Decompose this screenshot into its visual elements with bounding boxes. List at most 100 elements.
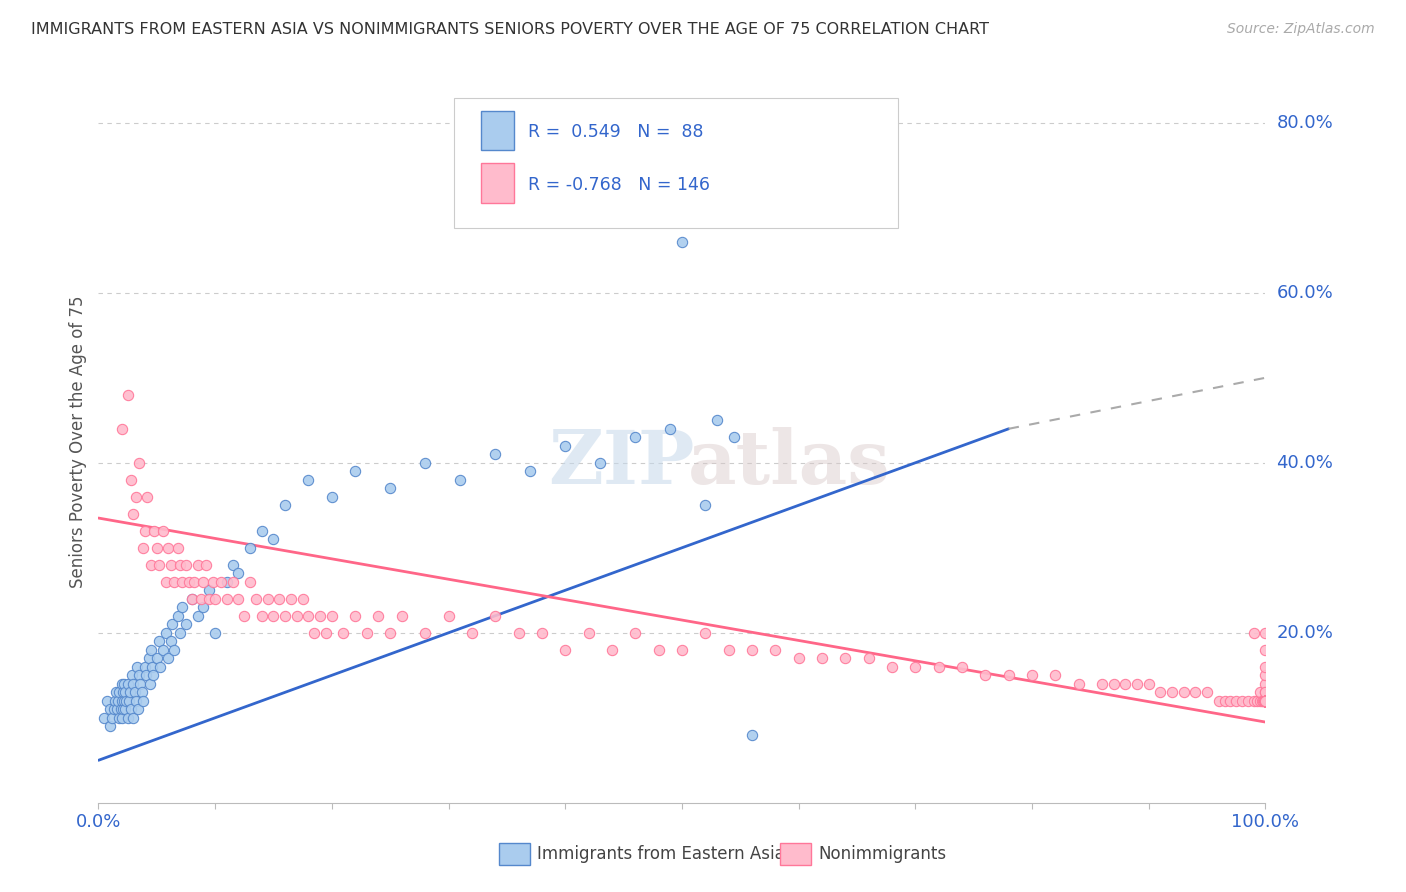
Text: 40.0%: 40.0%	[1277, 454, 1333, 472]
Point	[134, 660, 156, 674]
Point	[1184, 685, 1206, 699]
Point	[519, 464, 541, 478]
Point	[723, 430, 745, 444]
Point	[1254, 685, 1277, 699]
Point	[262, 608, 284, 623]
Point	[413, 456, 436, 470]
Point	[624, 625, 647, 640]
Point	[1254, 694, 1277, 708]
Point	[624, 430, 647, 444]
Point	[269, 591, 291, 606]
Point	[148, 634, 170, 648]
Point	[245, 591, 267, 606]
Point	[215, 574, 238, 589]
Point	[1208, 694, 1230, 708]
Point	[120, 702, 142, 716]
Point	[1149, 685, 1171, 699]
Point	[108, 711, 131, 725]
Point	[112, 677, 135, 691]
Point	[139, 642, 162, 657]
Point	[1021, 668, 1043, 682]
Point	[110, 702, 132, 716]
Point	[391, 608, 413, 623]
Point	[117, 711, 139, 725]
Point	[228, 591, 250, 606]
Point	[763, 642, 786, 657]
Point	[1254, 694, 1277, 708]
Text: IMMIGRANTS FROM EASTERN ASIA VS NONIMMIGRANTS SENIORS POVERTY OVER THE AGE OF 75: IMMIGRANTS FROM EASTERN ASIA VS NONIMMIG…	[31, 22, 988, 37]
Point	[139, 558, 162, 572]
Point	[950, 660, 973, 674]
Point	[107, 694, 129, 708]
Point	[1254, 694, 1277, 708]
Point	[152, 642, 174, 657]
Point	[157, 651, 180, 665]
Point	[554, 439, 576, 453]
Point	[201, 574, 224, 589]
Point	[179, 574, 201, 589]
Point	[811, 651, 834, 665]
Text: Nonimmigrants: Nonimmigrants	[818, 845, 946, 863]
Point	[117, 677, 139, 691]
Point	[112, 694, 135, 708]
Point	[706, 413, 728, 427]
Point	[356, 625, 378, 640]
Point	[155, 625, 177, 640]
Point	[1254, 642, 1277, 657]
Point	[114, 685, 136, 699]
Point	[104, 694, 127, 708]
Point	[111, 711, 134, 725]
Point	[159, 558, 181, 572]
Point	[1253, 694, 1275, 708]
Point	[228, 566, 250, 581]
Point	[1254, 694, 1277, 708]
Point	[1237, 694, 1260, 708]
Point	[1254, 694, 1277, 708]
Point	[1254, 694, 1277, 708]
Point	[1254, 625, 1277, 640]
Point	[1249, 694, 1271, 708]
Point	[1243, 694, 1265, 708]
Point	[671, 235, 693, 249]
Point	[103, 702, 125, 716]
Point	[508, 625, 530, 640]
Point	[131, 685, 153, 699]
Point	[695, 625, 717, 640]
Point	[166, 541, 188, 555]
Point	[132, 541, 155, 555]
Point	[880, 660, 903, 674]
Point	[695, 498, 717, 512]
Point	[1251, 694, 1274, 708]
Point	[124, 685, 146, 699]
Text: atlas: atlas	[688, 426, 890, 500]
Point	[1254, 694, 1277, 708]
Point	[183, 574, 205, 589]
FancyBboxPatch shape	[481, 111, 513, 151]
Point	[138, 651, 160, 665]
Point	[1045, 668, 1067, 682]
Point	[554, 642, 576, 657]
Point	[125, 694, 148, 708]
Point	[187, 558, 209, 572]
Point	[380, 481, 402, 495]
Point	[122, 677, 145, 691]
Point	[1161, 685, 1184, 699]
Point	[1243, 625, 1265, 640]
Point	[239, 541, 262, 555]
Point	[280, 591, 302, 606]
Point	[1213, 694, 1236, 708]
Point	[484, 447, 506, 461]
Point	[1249, 685, 1271, 699]
Point	[125, 660, 148, 674]
Point	[169, 625, 191, 640]
Point	[122, 507, 145, 521]
Point	[530, 625, 553, 640]
Point	[1254, 694, 1277, 708]
Point	[309, 608, 332, 623]
Point	[163, 574, 186, 589]
Point	[111, 422, 134, 436]
Text: 20.0%: 20.0%	[1277, 624, 1333, 642]
Point	[1254, 694, 1277, 708]
Point	[239, 574, 262, 589]
Point	[221, 558, 243, 572]
